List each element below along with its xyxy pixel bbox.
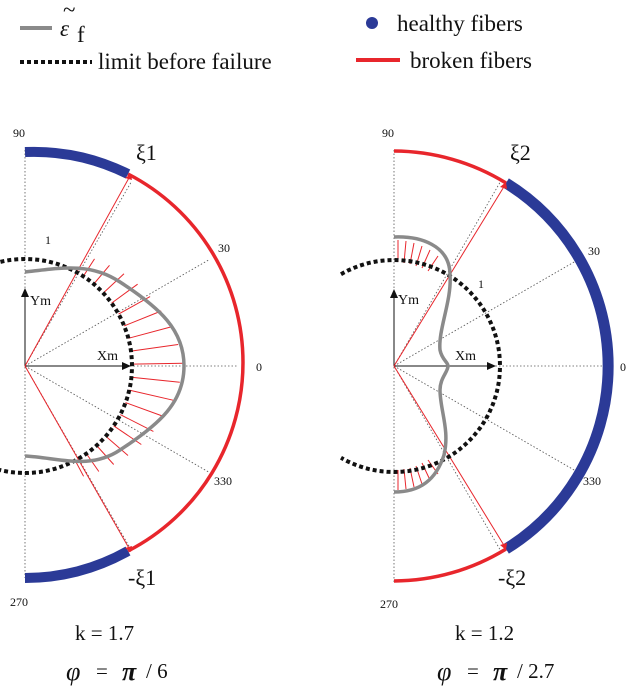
right-guides	[393, 180, 580, 552]
left-tick-270: 270	[10, 595, 28, 609]
legend-healthy-label: healthy fibers	[397, 11, 523, 36]
left-hatch-line	[113, 425, 142, 445]
right-healthy-arc	[503, 178, 614, 554]
right-xm-label: Xm	[455, 349, 476, 364]
left-limit-curve	[0, 256, 135, 476]
left-tick-90: 90	[13, 126, 25, 140]
panel-left: Ym Xm 1 90 30 0 330 270 ξ1 -ξ1 k = 1.7 φ…	[0, 126, 262, 686]
right-xi-top-label: ξ2	[510, 140, 531, 165]
right-phi-caption: φ = π / 2.7	[437, 657, 554, 686]
left-hatch-line	[105, 435, 129, 456]
legend-strain-tilde: ~	[63, 0, 75, 22]
right-phi-symbol: φ	[437, 657, 451, 686]
left-hatch-line	[129, 389, 174, 401]
right-phi-eq: =	[467, 659, 479, 683]
legend-strain-symbol: ε	[60, 16, 70, 41]
right-guide-ray	[393, 365, 502, 552]
left-phi-eq: =	[96, 659, 108, 683]
legend-limit-label: limit before failure	[98, 49, 272, 74]
left-xi-marker-top	[125, 174, 132, 180]
left-hatch-line	[130, 344, 179, 352]
left-xi-marker-bottom	[125, 546, 132, 552]
left-xm-label: Xm	[97, 349, 118, 364]
left-limit-radius-label: 1	[45, 233, 51, 247]
legend-broken-label: broken fibers	[410, 48, 532, 73]
left-phi-den: / 6	[146, 659, 168, 683]
right-guide-ray	[393, 365, 580, 474]
left-hatch-line	[96, 445, 115, 465]
right-tick-270: 270	[380, 597, 398, 611]
right-axis-arrows	[390, 289, 496, 370]
left-healthy-arc-top	[24, 146, 131, 179]
left-hatch-line	[131, 362, 184, 365]
right-limit-radius-label: 1	[478, 277, 484, 291]
left-hatch-line	[85, 453, 100, 472]
right-xi-marker-bottom	[500, 543, 507, 550]
left-tick-0: 0	[256, 360, 262, 374]
right-broken-arc-bottom	[393, 547, 507, 583]
right-guide-ray	[393, 180, 502, 367]
legend: ~ ε f limit before failure healthy fiber…	[20, 0, 532, 74]
left-hatching	[74, 258, 184, 477]
right-phi-pi: π	[493, 657, 508, 686]
left-hatch-line	[82, 258, 95, 277]
left-hatch-line	[124, 310, 162, 327]
right-strain-curve	[393, 235, 452, 494]
legend-healthy-swatch	[366, 17, 378, 29]
panel-right: Ym Xm 1 90 30 0 330 270 ξ2 -ξ2 k = 1.2 φ…	[340, 126, 626, 686]
right-tick-330: 330	[583, 474, 601, 488]
right-xi-bottom-label: -ξ2	[498, 565, 526, 590]
left-hatch-line	[102, 273, 125, 294]
left-ym-label: Ym	[30, 294, 51, 309]
right-hatch-line	[427, 255, 439, 272]
left-phi-symbol: φ	[66, 657, 80, 686]
left-hatch-line	[111, 283, 138, 304]
left-phi-caption: φ = π / 6	[66, 657, 168, 686]
left-broken-arc	[127, 172, 245, 553]
left-hatch-line	[131, 376, 180, 383]
left-strain-curve	[24, 266, 186, 464]
left-xi-radial-bottom	[24, 365, 131, 551]
left-phi-pi: π	[122, 657, 137, 686]
left-xi-bottom-label: -ξ1	[128, 565, 156, 590]
right-tick-90: 90	[382, 126, 394, 140]
right-tick-0: 0	[620, 360, 626, 374]
right-limit-curve	[340, 257, 503, 475]
legend-strain-sub: f	[77, 22, 85, 47]
right-tick-30: 30	[588, 244, 600, 258]
right-xi-marker-top	[500, 182, 507, 189]
right-broken-arc-top	[393, 149, 507, 185]
right-phi-den: / 2.7	[517, 659, 554, 683]
left-k-caption: k = 1.7	[75, 621, 134, 645]
left-hatch-line	[74, 460, 85, 477]
right-guide-ray	[393, 258, 580, 367]
left-tick-330: 330	[214, 474, 232, 488]
right-hatching	[397, 240, 439, 490]
left-healthy-arc-bottom	[24, 546, 131, 583]
left-axis-arrows	[21, 288, 131, 370]
left-tick-30: 30	[218, 241, 230, 255]
left-hatch-line	[125, 402, 165, 418]
left-xi-top-label: ξ1	[136, 140, 157, 165]
right-k-caption: k = 1.2	[455, 621, 514, 645]
right-ym-label: Ym	[398, 293, 419, 308]
left-hatch-line	[128, 326, 171, 339]
